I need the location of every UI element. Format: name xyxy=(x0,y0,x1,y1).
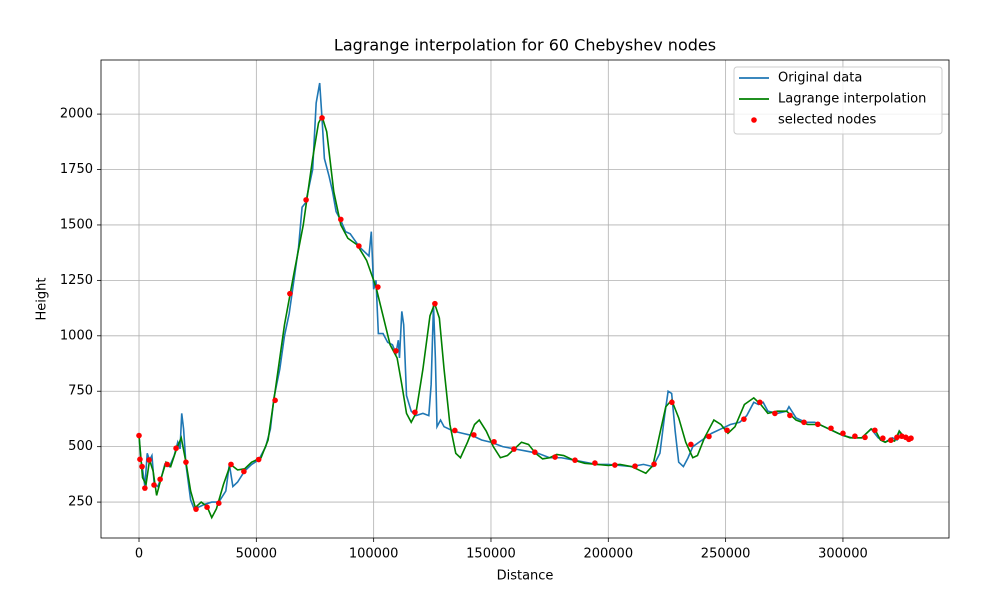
node-point xyxy=(862,434,868,441)
y-tick-label: 1500 xyxy=(60,217,93,232)
node-point xyxy=(173,445,179,452)
x-tick-label: 200000 xyxy=(583,547,633,562)
y-tick-label: 1000 xyxy=(60,328,93,343)
y-tick-label: 250 xyxy=(68,495,93,510)
node-point xyxy=(772,410,778,417)
node-point xyxy=(393,348,399,354)
node-point xyxy=(688,441,694,448)
node-point xyxy=(151,482,157,488)
node-point xyxy=(287,290,293,297)
x-tick-label: 300000 xyxy=(818,547,868,562)
node-point xyxy=(491,438,497,445)
x-tick-label: 100000 xyxy=(349,547,399,562)
node-point xyxy=(724,427,730,434)
node-point xyxy=(215,500,222,506)
node-point xyxy=(241,468,247,475)
node-point xyxy=(894,434,900,441)
node-point xyxy=(552,454,558,460)
node-point xyxy=(338,216,344,223)
node-point xyxy=(592,460,598,466)
axes-frame xyxy=(100,59,950,539)
node-point xyxy=(757,399,763,406)
legend-label: selected nodes xyxy=(778,113,876,128)
node-point xyxy=(356,243,362,249)
grid xyxy=(101,60,949,538)
legend: Original data Lagrange interpolation selec… xyxy=(733,66,943,135)
legend-label: Original data xyxy=(778,71,862,86)
x-axis-label: Distance xyxy=(497,569,554,584)
node-point xyxy=(706,433,712,440)
node-point xyxy=(303,197,309,203)
node-point xyxy=(146,457,152,463)
y-tick-label: 500 xyxy=(68,439,93,454)
node-point xyxy=(452,427,458,434)
x-tick-label: 150000 xyxy=(466,547,516,562)
node-point xyxy=(142,485,148,491)
node-point xyxy=(669,399,675,406)
node-point xyxy=(432,300,438,307)
node-point xyxy=(136,432,142,439)
y-tick-label: 1250 xyxy=(60,273,93,288)
chart-title: Lagrange interpolation for 60 Chebyshev … xyxy=(334,36,716,55)
node-point xyxy=(193,506,199,512)
node-point xyxy=(204,504,210,510)
node-point xyxy=(872,427,878,434)
legend-label: Lagrange interpolation xyxy=(778,92,926,107)
x-tick-label: 0 xyxy=(135,547,143,562)
node-point xyxy=(815,421,821,428)
x-tick-label: 250000 xyxy=(701,547,751,562)
node-point xyxy=(828,425,834,432)
node-point xyxy=(412,409,418,416)
node-point xyxy=(852,433,858,440)
node-point xyxy=(319,115,325,121)
node-point xyxy=(511,446,517,452)
node-point xyxy=(137,456,143,463)
y-tick-label: 750 xyxy=(68,384,93,399)
node-point xyxy=(375,284,381,290)
node-point xyxy=(741,416,747,422)
legend-marker xyxy=(751,117,757,123)
node-point xyxy=(272,397,278,404)
y-tick-label: 1750 xyxy=(60,162,93,177)
node-point xyxy=(228,461,234,468)
node-point xyxy=(801,419,807,426)
y-tick-label: 2000 xyxy=(60,107,93,122)
node-point xyxy=(139,463,145,470)
node-point xyxy=(157,476,163,483)
node-point xyxy=(787,412,793,419)
node-point xyxy=(532,449,538,455)
node-point xyxy=(572,457,578,463)
node-point xyxy=(880,435,886,442)
node-point xyxy=(632,463,638,469)
node-point xyxy=(255,456,262,463)
node-point xyxy=(908,435,914,442)
y-axis-label: Height xyxy=(35,278,50,321)
legend-box xyxy=(733,66,943,135)
x-tick-label: 50000 xyxy=(236,547,277,562)
node-point xyxy=(183,459,189,465)
node-point xyxy=(471,432,477,438)
plot-area xyxy=(136,82,914,520)
node-point xyxy=(164,461,170,468)
node-point xyxy=(612,462,618,468)
node-point xyxy=(888,437,894,444)
data-line xyxy=(138,114,909,520)
node-point xyxy=(651,461,657,467)
node-point xyxy=(840,430,846,437)
